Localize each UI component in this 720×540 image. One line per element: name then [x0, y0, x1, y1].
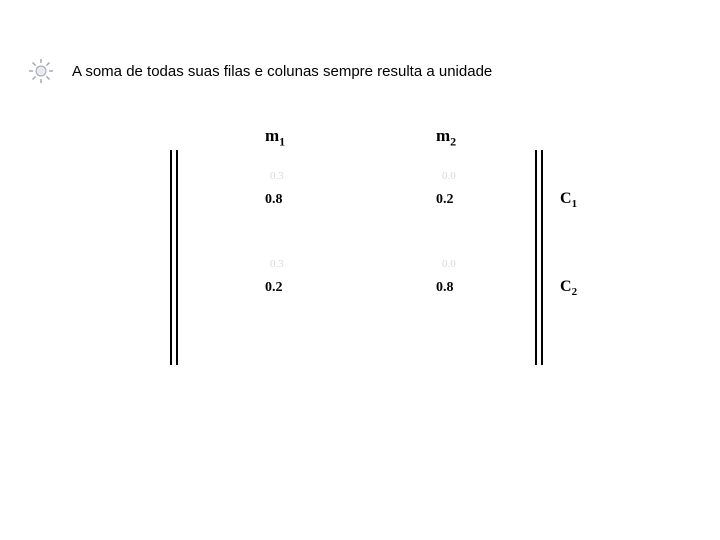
row-label-2-base: C	[560, 278, 572, 295]
row-label-2: C2	[560, 278, 577, 298]
col-header-2-base: m	[436, 126, 450, 145]
faint-r2c1: 0.3	[270, 258, 284, 270]
cell-r2c1: 0.2	[265, 280, 283, 296]
row-label-2-sub: 2	[572, 286, 578, 298]
matrix-diagram: m1 m2 C1 C2 0.3 0.0 0.3 0.0 0.8 0.2 0.2 …	[150, 120, 580, 370]
col-header-1: m1	[265, 126, 285, 149]
bracket-right-2	[541, 150, 543, 365]
faint-r1c1: 0.3	[270, 170, 284, 182]
bracket-right-1	[535, 150, 537, 365]
header-row: A soma de todas suas filas e colunas sem…	[28, 58, 492, 84]
row-label-1: C1	[560, 190, 577, 210]
cell-r2c2: 0.8	[436, 280, 454, 296]
cell-r1c2: 0.2	[436, 192, 454, 208]
col-header-2-sub: 2	[450, 134, 456, 148]
sun-bullet-icon	[28, 58, 54, 84]
bracket-left-2	[176, 150, 178, 365]
col-header-1-sub: 1	[279, 134, 285, 148]
col-header-1-base: m	[265, 126, 279, 145]
row-label-1-sub: 1	[572, 198, 578, 210]
faint-r2c2: 0.0	[442, 258, 456, 270]
row-label-1-base: C	[560, 190, 572, 207]
faint-r1c2: 0.0	[442, 170, 456, 182]
col-header-2: m2	[436, 126, 456, 149]
caption-text: A soma de todas suas filas e colunas sem…	[72, 63, 492, 80]
cell-r1c1: 0.8	[265, 192, 283, 208]
bracket-left-1	[170, 150, 172, 365]
